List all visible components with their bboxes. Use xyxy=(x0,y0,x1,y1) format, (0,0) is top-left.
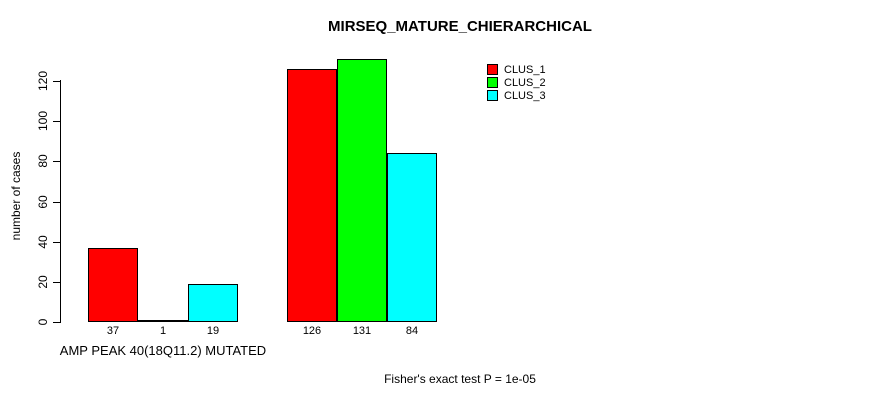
y-tick-label: 0 xyxy=(36,318,50,326)
y-tick-mark xyxy=(53,161,61,162)
bar-clus_2-group2 xyxy=(337,59,387,322)
y-tick-label: 40 xyxy=(36,235,50,249)
legend-row: CLUS_1 xyxy=(487,63,546,76)
bar-value-label: 131 xyxy=(352,325,372,337)
bar-value-label: 19 xyxy=(206,325,220,337)
y-tick-mark xyxy=(53,282,61,283)
bar-value-label: 37 xyxy=(106,325,120,337)
bar-clus_1-group1 xyxy=(88,248,138,322)
legend-row: CLUS_3 xyxy=(487,89,546,102)
bar-clus_3-group2 xyxy=(387,153,437,322)
y-tick-mark xyxy=(53,322,61,323)
bar-clus_1-group2 xyxy=(287,69,337,322)
bar-value-label: 1 xyxy=(159,325,167,337)
legend-swatch-icon xyxy=(487,64,498,75)
y-tick-label: 100 xyxy=(36,110,50,132)
legend-swatch-icon xyxy=(487,90,498,101)
footnote-pvalue: Fisher's exact test P = 1e-05 xyxy=(384,372,536,386)
y-axis-line xyxy=(60,80,61,322)
bar-clus_2-group1 xyxy=(138,320,188,322)
bar-value-label: 84 xyxy=(405,325,419,337)
y-axis-title: number of cases xyxy=(9,151,23,241)
bar-value-label: 126 xyxy=(302,325,322,337)
legend-label: CLUS_1 xyxy=(504,63,546,76)
y-tick-mark xyxy=(53,121,61,122)
y-tick-mark xyxy=(53,202,61,203)
x-group-label: AMP PEAK 40(18Q11.2) MUTATED xyxy=(59,343,267,358)
chart-title: MIRSEQ_MATURE_CHIERARCHICAL xyxy=(328,18,592,35)
y-tick-label: 120 xyxy=(36,70,50,92)
y-tick-label: 80 xyxy=(36,154,50,168)
legend-swatch-icon xyxy=(487,77,498,88)
y-tick-mark xyxy=(53,81,61,82)
legend: CLUS_1 CLUS_2 CLUS_3 xyxy=(487,63,546,102)
legend-label: CLUS_2 xyxy=(504,76,546,89)
bar-clus_3-group1 xyxy=(188,284,238,322)
legend-label: CLUS_3 xyxy=(504,89,546,102)
y-tick-label: 20 xyxy=(36,275,50,289)
y-tick-label: 60 xyxy=(36,195,50,209)
y-tick-mark xyxy=(53,242,61,243)
legend-row: CLUS_2 xyxy=(487,76,546,89)
